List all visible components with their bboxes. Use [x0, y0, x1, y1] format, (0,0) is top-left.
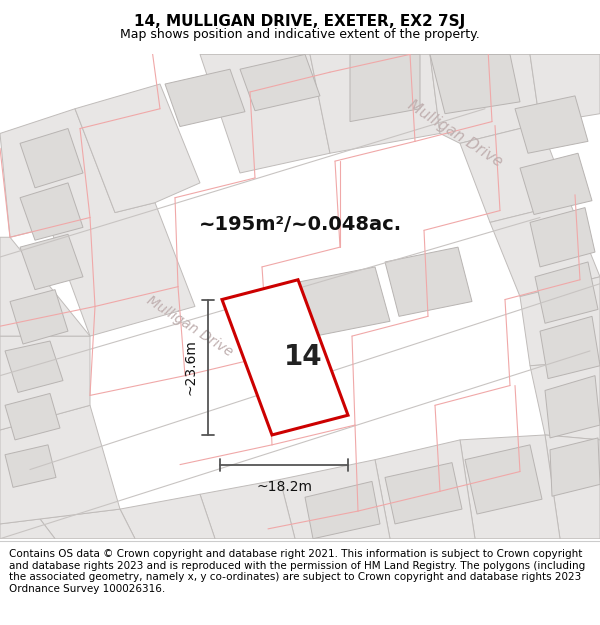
Polygon shape [200, 54, 330, 173]
Text: 14, MULLIGAN DRIVE, EXETER, EX2 7SJ: 14, MULLIGAN DRIVE, EXETER, EX2 7SJ [134, 14, 466, 29]
Polygon shape [0, 238, 90, 336]
Text: Map shows position and indicative extent of the property.: Map shows position and indicative extent… [120, 28, 480, 41]
Polygon shape [165, 69, 245, 126]
Polygon shape [280, 459, 390, 539]
Polygon shape [20, 234, 83, 289]
Polygon shape [535, 262, 598, 323]
Polygon shape [305, 481, 380, 539]
Polygon shape [430, 54, 520, 114]
Polygon shape [540, 316, 600, 379]
Text: Mulligan Drive: Mulligan Drive [145, 293, 236, 359]
Polygon shape [20, 129, 83, 188]
Polygon shape [460, 435, 560, 539]
Polygon shape [5, 341, 63, 392]
Polygon shape [310, 54, 440, 153]
Polygon shape [0, 519, 55, 539]
Polygon shape [120, 494, 215, 539]
Polygon shape [550, 438, 600, 496]
Polygon shape [465, 445, 542, 514]
Text: ~18.2m: ~18.2m [256, 481, 312, 494]
Polygon shape [5, 394, 60, 440]
Polygon shape [240, 54, 320, 111]
Polygon shape [40, 509, 135, 539]
Polygon shape [0, 109, 195, 336]
Polygon shape [385, 462, 462, 524]
Polygon shape [490, 202, 600, 296]
Text: Mulligan Drive: Mulligan Drive [405, 98, 505, 169]
Polygon shape [200, 479, 295, 539]
Polygon shape [20, 183, 83, 240]
Polygon shape [300, 267, 390, 336]
Text: 14: 14 [284, 343, 322, 371]
Polygon shape [10, 289, 68, 344]
Polygon shape [0, 405, 120, 524]
Text: ~195m²/~0.048ac.: ~195m²/~0.048ac. [199, 215, 401, 234]
Polygon shape [350, 54, 420, 122]
Polygon shape [545, 435, 600, 539]
Polygon shape [460, 124, 570, 222]
Polygon shape [385, 247, 472, 316]
Text: ~23.6m: ~23.6m [184, 339, 198, 395]
Polygon shape [530, 208, 595, 267]
Polygon shape [545, 376, 600, 438]
Polygon shape [520, 153, 592, 214]
Polygon shape [0, 336, 90, 430]
Polygon shape [530, 361, 600, 440]
Polygon shape [75, 84, 200, 212]
Polygon shape [222, 280, 348, 435]
Polygon shape [375, 440, 475, 539]
Polygon shape [430, 54, 540, 143]
Polygon shape [520, 277, 600, 366]
Polygon shape [515, 96, 588, 153]
Text: Contains OS data © Crown copyright and database right 2021. This information is : Contains OS data © Crown copyright and d… [9, 549, 585, 594]
Polygon shape [530, 54, 600, 124]
Polygon shape [5, 445, 56, 488]
